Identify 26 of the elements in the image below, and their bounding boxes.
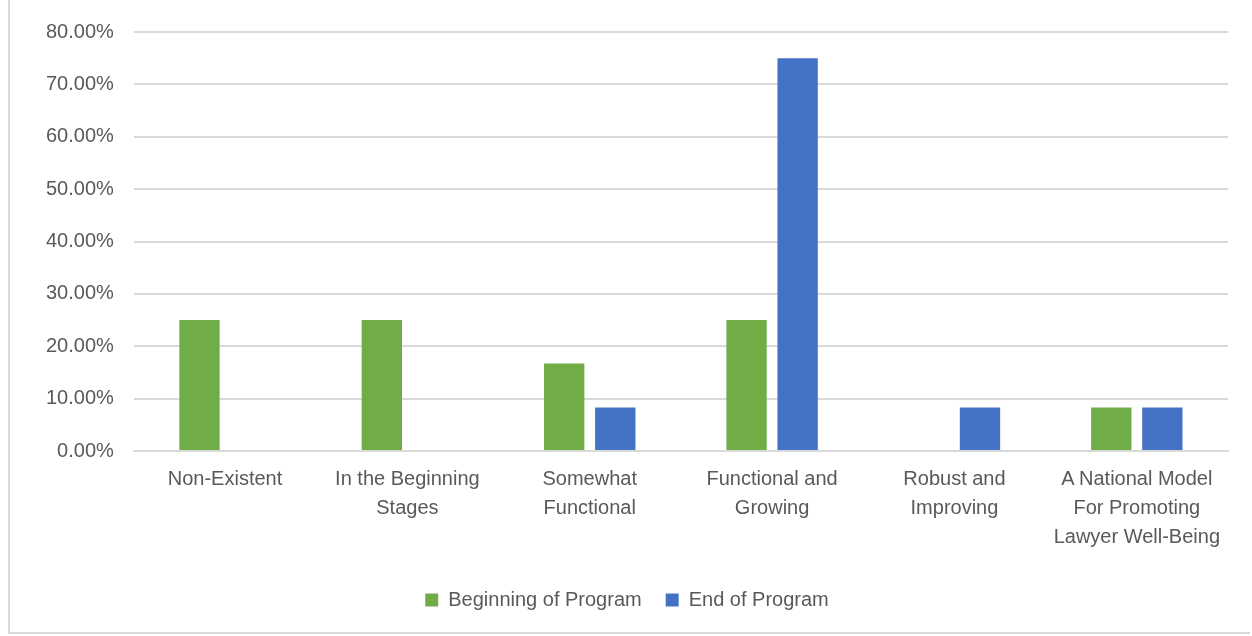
x-tick-label: A National Model For Promoting Lawyer Well-Being <box>1053 467 1221 548</box>
y-tick-label: 50.00% <box>45 176 115 199</box>
bar <box>777 58 818 450</box>
x-tick-label: Non-Existent <box>167 467 283 490</box>
bar <box>544 363 585 450</box>
y-tick-label: 80.00% <box>45 19 115 42</box>
legend-label: Beginning of Program <box>448 587 642 610</box>
legend-label: End of Program <box>688 587 829 610</box>
x-tick-label: Functional and Growing <box>706 467 838 519</box>
bar <box>179 320 220 450</box>
bar <box>959 407 1001 450</box>
x-tick-label: In the Beginning Stages <box>335 467 480 519</box>
bar <box>726 320 767 450</box>
x-tick-label: Somewhat Functional <box>542 467 638 519</box>
y-tick-label: 30.00% <box>45 281 115 304</box>
y-tick-label: 60.00% <box>45 124 115 147</box>
y-tick-label: 0.00% <box>57 438 115 461</box>
x-tick-label: Robust and Improving <box>903 467 1006 519</box>
y-tick-label: 70.00% <box>45 71 115 94</box>
y-tick-label: 10.00% <box>45 386 115 409</box>
bar <box>1142 407 1183 450</box>
bar <box>1091 407 1132 450</box>
y-tick-label: 40.00% <box>45 229 115 252</box>
bar <box>595 407 636 450</box>
bar <box>361 320 403 450</box>
y-tick-label: 20.00% <box>45 333 115 356</box>
